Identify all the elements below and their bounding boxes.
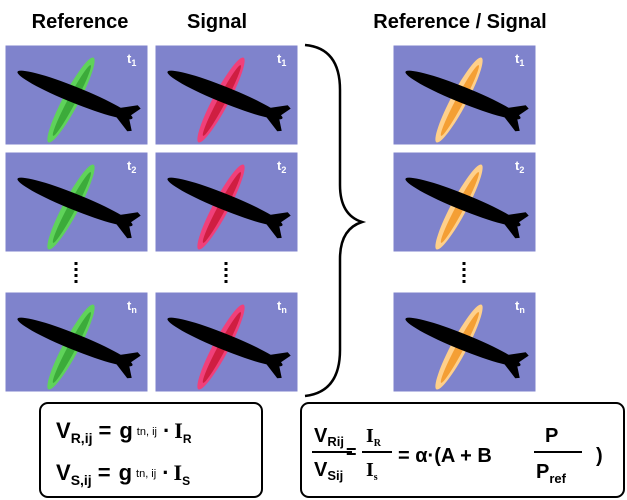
eq-part: tn, ij: [137, 426, 157, 438]
eq-part: V: [314, 459, 328, 481]
eq-part: S: [182, 474, 190, 488]
eq-part: R: [183, 432, 192, 446]
eq-part: S,ij: [71, 472, 92, 488]
eq-text: Pref: [536, 461, 567, 486]
panel: t2: [155, 152, 298, 253]
eq-part: V: [314, 425, 328, 447]
eq-part: ·: [162, 460, 169, 485]
header-reference: Reference: [32, 11, 129, 33]
panel: t2: [5, 152, 148, 253]
eq-part: =: [98, 418, 111, 443]
eq-part: g: [119, 418, 132, 443]
eq-text: ): [596, 445, 603, 467]
panel: t2: [393, 152, 536, 253]
time-sub: n: [281, 305, 287, 315]
time-sub: 1: [131, 58, 136, 68]
eq-part: tn, ij: [136, 468, 156, 480]
eq-part: I: [366, 425, 374, 447]
eq-text: = α·(A + B: [398, 445, 492, 467]
eq-part: ref: [549, 471, 566, 486]
time-sub: 2: [281, 165, 286, 175]
panel: t1: [155, 45, 298, 146]
eq-part: R: [374, 438, 382, 449]
header-ratio: Reference / Signal: [373, 11, 546, 33]
panel: t1: [5, 45, 148, 146]
eq-text: Is: [366, 459, 378, 483]
panel: tn: [5, 292, 148, 393]
header-signal: Signal: [187, 11, 247, 33]
eq-part: I: [174, 460, 183, 485]
eq-part: g: [119, 460, 132, 485]
eq-part: s: [374, 472, 378, 483]
eq-text: =: [346, 442, 357, 462]
eq-part: R,ij: [71, 430, 93, 446]
panel: t1: [393, 45, 536, 146]
time-sub: 1: [519, 58, 524, 68]
eq-part: =: [98, 460, 111, 485]
eq-text: VRij: [314, 425, 344, 449]
time-sub: n: [519, 305, 525, 315]
eq-part: ·: [163, 418, 170, 443]
time-sub: 2: [519, 165, 524, 175]
panel: tn: [393, 292, 536, 393]
diagram: Reference Signal Reference / Signal t1t2…: [0, 0, 627, 500]
eq-text: VSij: [314, 459, 343, 483]
eq-text: IR: [366, 425, 382, 449]
eq-part: I: [174, 418, 183, 443]
eq-part: I: [366, 459, 374, 481]
brace: [305, 45, 362, 396]
eq-part: V: [56, 418, 71, 443]
time-sub: 2: [131, 165, 136, 175]
eq-part: Rij: [327, 434, 344, 449]
time-sub: n: [131, 305, 137, 315]
eq-part: P: [536, 461, 549, 483]
equation-right: VRij VSij = IR Is = α·(A + B P Pref ): [312, 425, 603, 486]
panel: tn: [155, 292, 298, 393]
eq-part: V: [56, 460, 71, 485]
eq-part: Sij: [327, 468, 343, 483]
eq-text: VR,ij = g tn, ij ·IR: [56, 418, 192, 446]
eq-text: P: [545, 425, 558, 447]
eq-text: VS,ij = g tn, ij ·IS: [56, 460, 190, 488]
time-sub: 1: [281, 58, 286, 68]
